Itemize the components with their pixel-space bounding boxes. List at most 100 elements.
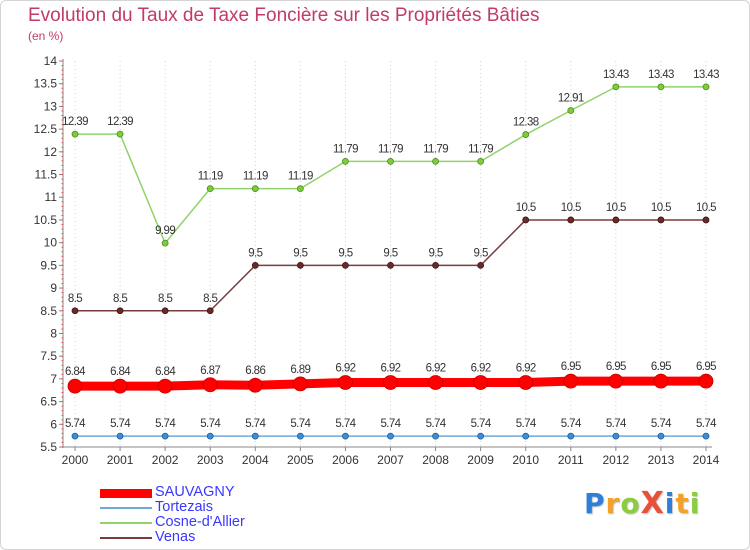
data-point xyxy=(71,130,79,138)
y-axis-unit: (en %) xyxy=(28,29,64,43)
data-point xyxy=(161,432,169,440)
data-point xyxy=(477,261,485,269)
y-tick-label: 5.5 xyxy=(40,440,57,454)
data-label: 6.95 xyxy=(561,361,581,373)
data-label: 10.5 xyxy=(606,202,626,214)
data-point xyxy=(657,216,665,224)
data-point xyxy=(567,107,575,114)
y-tick-label: 6 xyxy=(50,417,57,431)
x-tick-label: 2007 xyxy=(377,453,404,467)
data-point xyxy=(116,307,124,315)
x-tick-label: 2005 xyxy=(287,453,314,467)
data-label: 12.39 xyxy=(62,116,88,128)
data-label: 5.74 xyxy=(290,418,311,430)
y-tick-label: 12.5 xyxy=(34,122,58,136)
data-label: 5.74 xyxy=(335,418,356,430)
legend-swatch xyxy=(100,522,152,524)
data-point xyxy=(157,378,173,394)
data-point xyxy=(612,83,620,91)
data-label: 6.84 xyxy=(155,366,176,378)
data-label: 9.5 xyxy=(428,247,442,259)
data-point xyxy=(612,216,620,224)
y-tick-label: 8.5 xyxy=(40,304,57,318)
data-point xyxy=(702,216,710,224)
data-label: 9.99 xyxy=(155,225,175,237)
brand-letter: r xyxy=(605,487,621,520)
y-tick-label: 9 xyxy=(50,281,57,295)
y-tick-label: 13 xyxy=(44,99,58,113)
x-tick-label: 2001 xyxy=(107,453,134,467)
data-point xyxy=(702,83,710,91)
data-point xyxy=(206,307,214,315)
data-point xyxy=(112,378,128,394)
data-label: 10.5 xyxy=(651,202,671,214)
x-tick-label: 2008 xyxy=(422,453,449,467)
data-point xyxy=(387,157,394,165)
data-label: 8.5 xyxy=(203,293,217,305)
legend-swatch xyxy=(100,507,152,509)
x-tick-label: 2003 xyxy=(197,453,224,467)
y-tick-label: 11 xyxy=(45,190,58,204)
data-point xyxy=(71,432,79,440)
y-tick-label: 7 xyxy=(50,372,57,386)
data-label: 5.74 xyxy=(155,418,176,430)
data-point xyxy=(71,307,79,315)
y-tick-label: 7.5 xyxy=(40,349,57,363)
brand-letter: i xyxy=(664,487,676,520)
data-label: 5.74 xyxy=(516,418,537,430)
data-point xyxy=(296,261,304,269)
y-tick-label: 8 xyxy=(50,326,57,340)
data-label: 6.95 xyxy=(696,361,716,373)
data-point xyxy=(338,375,353,390)
legend-label: Venas xyxy=(155,529,196,545)
data-label: 11.79 xyxy=(378,143,403,155)
data-point xyxy=(383,375,398,390)
data-label: 5.74 xyxy=(245,418,266,430)
x-tick-label: 2002 xyxy=(152,453,179,467)
data-point xyxy=(698,373,714,389)
y-tick-label: 12 xyxy=(44,145,58,159)
data-point xyxy=(432,432,439,440)
data-point xyxy=(387,261,394,269)
data-label: 6.92 xyxy=(426,363,446,375)
data-point xyxy=(296,185,304,193)
data-label: 9.5 xyxy=(338,247,352,259)
legend-label: Cosne-d'Allier xyxy=(155,514,245,530)
data-label: 5.74 xyxy=(381,418,402,430)
grid-layer xyxy=(74,61,707,447)
data-label: 11.19 xyxy=(198,171,223,183)
data-label: 10.5 xyxy=(516,202,536,214)
data-label: 6.86 xyxy=(245,365,265,377)
data-label: 5.74 xyxy=(200,418,221,430)
brand-logo: ProXiti xyxy=(584,486,700,521)
data-label: 6.87 xyxy=(200,365,220,377)
brand-letter: o xyxy=(620,487,641,520)
data-point xyxy=(653,373,669,389)
data-label: 8.5 xyxy=(68,293,82,305)
y-tick-label: 9.5 xyxy=(40,258,57,272)
data-point xyxy=(67,378,83,394)
data-point xyxy=(206,432,214,440)
data-label: 12.91 xyxy=(558,92,584,104)
data-label: 6.95 xyxy=(606,361,626,373)
y-tick-label: 6.5 xyxy=(40,395,57,409)
data-point xyxy=(206,185,214,193)
x-tick-label: 2009 xyxy=(467,453,494,467)
y-tick-label: 13.5 xyxy=(34,77,58,91)
data-point xyxy=(247,377,263,393)
data-label: 5.74 xyxy=(426,418,447,430)
data-label: 5.74 xyxy=(471,418,492,430)
data-point xyxy=(432,261,439,269)
data-label: 9.5 xyxy=(383,247,397,259)
data-point xyxy=(342,261,349,269)
data-point xyxy=(522,216,530,224)
data-label: 9.5 xyxy=(293,247,307,259)
data-label: 10.5 xyxy=(696,202,716,214)
brand-letter: X xyxy=(640,486,665,521)
data-point xyxy=(432,157,439,165)
data-label: 13.43 xyxy=(648,69,674,81)
x-tick-label: 2000 xyxy=(62,453,89,467)
x-tick-label: 2010 xyxy=(512,453,539,467)
data-point xyxy=(522,432,530,440)
data-point xyxy=(657,83,665,91)
